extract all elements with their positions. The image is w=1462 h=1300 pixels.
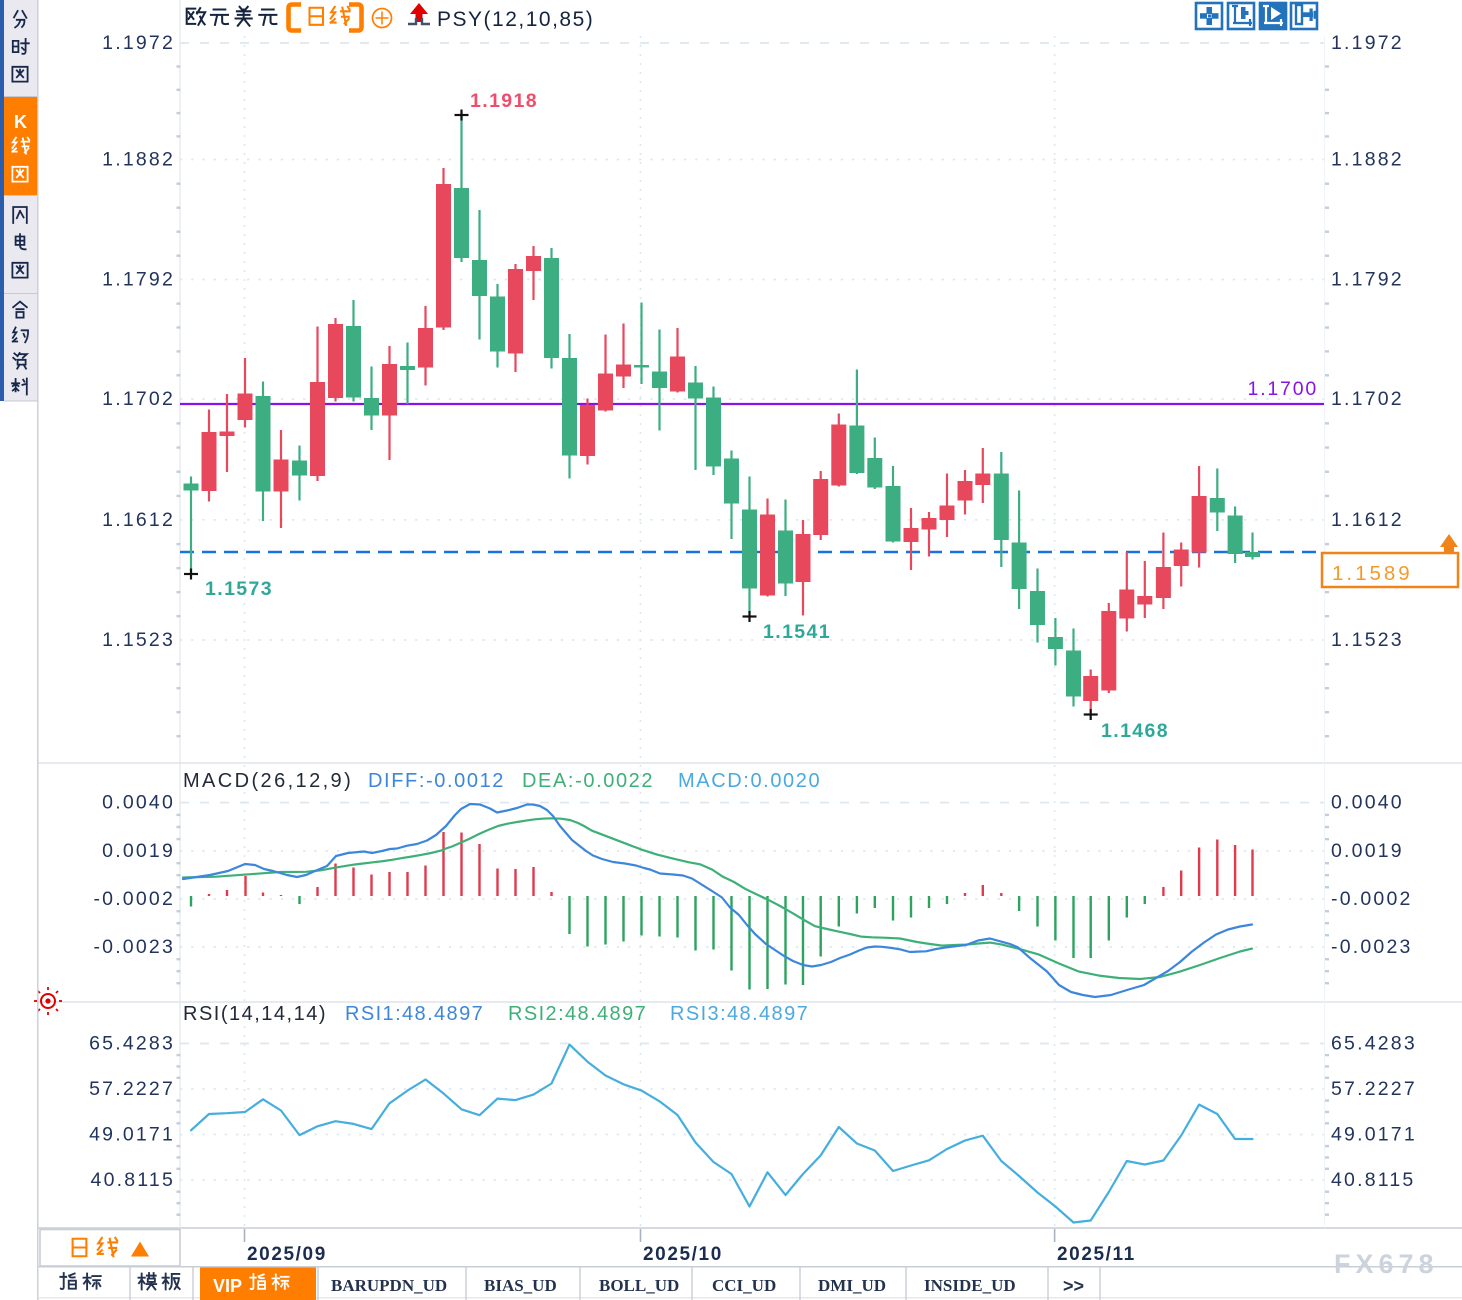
svg-text:1.1972: 1.1972: [1331, 32, 1404, 54]
svg-text:DIFF:-0.0012: DIFF:-0.0012: [368, 770, 505, 792]
svg-text:40.8115: 40.8115: [1331, 1169, 1415, 1191]
svg-text:1.1612: 1.1612: [102, 509, 175, 531]
svg-text:1.1468: 1.1468: [1101, 720, 1169, 742]
svg-text:57.2227: 57.2227: [1331, 1078, 1417, 1100]
svg-text:1.1918: 1.1918: [470, 90, 538, 112]
svg-text:FX678: FX678: [1334, 1249, 1439, 1279]
svg-text:CCI_UD: CCI_UD: [712, 1276, 776, 1295]
svg-text:>>: >>: [1063, 1276, 1084, 1296]
svg-text:1.1700: 1.1700: [1248, 378, 1318, 400]
svg-text:PSY(12,10,85): PSY(12,10,85): [437, 8, 594, 31]
svg-text:1.1541: 1.1541: [763, 621, 831, 643]
svg-text:-0.0023: -0.0023: [1331, 936, 1413, 958]
svg-text:49.0171: 49.0171: [89, 1124, 175, 1146]
svg-text:1.1792: 1.1792: [1331, 269, 1404, 291]
svg-text:65.4283: 65.4283: [89, 1033, 175, 1055]
svg-text:40.8115: 40.8115: [91, 1169, 175, 1191]
svg-text:BARUPDN_UD: BARUPDN_UD: [331, 1276, 447, 1295]
svg-text:1.1882: 1.1882: [102, 149, 175, 171]
svg-text:INSIDE_UD: INSIDE_UD: [924, 1276, 1016, 1295]
svg-text:-0.0023: -0.0023: [93, 936, 175, 958]
svg-text:BOLL_UD: BOLL_UD: [599, 1276, 679, 1295]
svg-text:1.1702: 1.1702: [102, 388, 175, 410]
svg-text:65.4283: 65.4283: [1331, 1033, 1417, 1055]
svg-text:1.1589: 1.1589: [1332, 562, 1413, 585]
svg-text:2025/11: 2025/11: [1057, 1244, 1136, 1265]
svg-text:49.0171: 49.0171: [1331, 1124, 1417, 1146]
svg-text:MACD(26,12,9): MACD(26,12,9): [183, 770, 353, 792]
svg-text:1.1972: 1.1972: [102, 32, 175, 54]
svg-text:1.1792: 1.1792: [102, 269, 175, 291]
svg-text:K: K: [14, 112, 27, 132]
svg-text:0.0040: 0.0040: [102, 792, 175, 814]
svg-text:-0.0002: -0.0002: [1331, 888, 1413, 910]
svg-text:DMI_UD: DMI_UD: [818, 1276, 886, 1295]
svg-text:1.1523: 1.1523: [102, 629, 175, 651]
svg-text:RSI(14,14,14): RSI(14,14,14): [183, 1003, 327, 1025]
svg-text:2025/10: 2025/10: [643, 1244, 723, 1265]
svg-text:1.1573: 1.1573: [205, 578, 273, 600]
svg-text:0.0040: 0.0040: [1331, 792, 1404, 814]
svg-text:DEA:-0.0022: DEA:-0.0022: [522, 770, 654, 792]
svg-text:RSI2:48.4897: RSI2:48.4897: [508, 1003, 647, 1025]
svg-text:1.1702: 1.1702: [1331, 388, 1404, 410]
svg-text:1.1612: 1.1612: [1331, 509, 1404, 531]
svg-text:MACD:0.0020: MACD:0.0020: [678, 770, 821, 792]
svg-text:0.0019: 0.0019: [102, 840, 175, 862]
svg-text:RSI3:48.4897: RSI3:48.4897: [670, 1003, 809, 1025]
svg-text:RSI1:48.4897: RSI1:48.4897: [345, 1003, 484, 1025]
svg-text:57.2227: 57.2227: [89, 1078, 175, 1100]
svg-text:0.0019: 0.0019: [1331, 840, 1404, 862]
svg-text:VIP: VIP: [213, 1276, 242, 1296]
svg-text:-0.0002: -0.0002: [93, 888, 175, 910]
svg-text:1.1882: 1.1882: [1331, 149, 1404, 171]
svg-text:1.1523: 1.1523: [1331, 629, 1404, 651]
svg-text:2025/09: 2025/09: [247, 1244, 327, 1265]
svg-text:BIAS_UD: BIAS_UD: [484, 1276, 557, 1295]
